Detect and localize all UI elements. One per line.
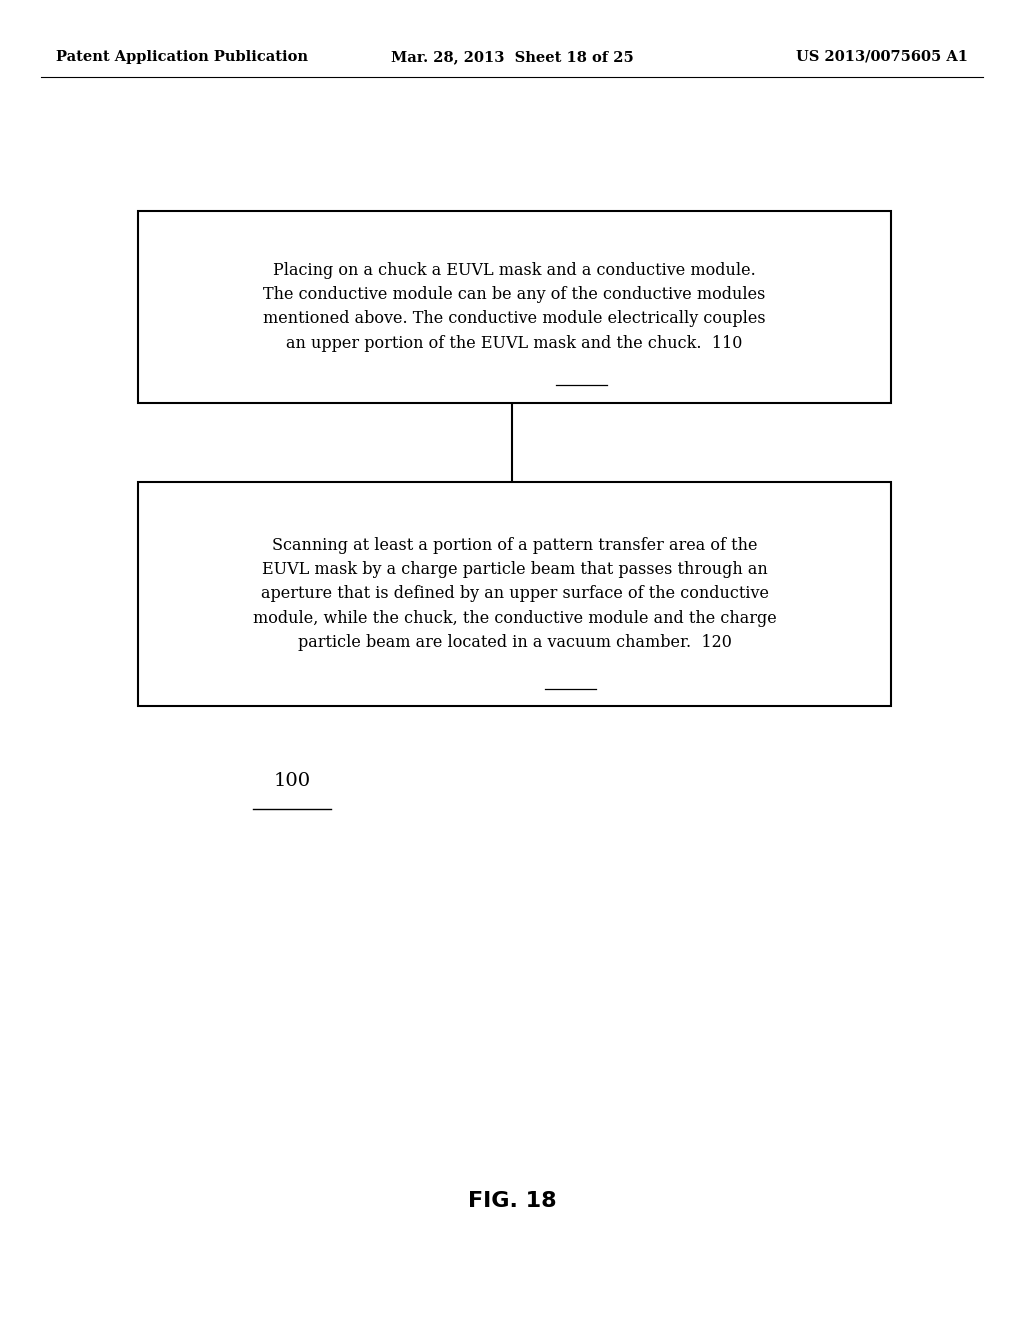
Text: FIG. 18: FIG. 18 bbox=[468, 1191, 556, 1210]
Text: Mar. 28, 2013  Sheet 18 of 25: Mar. 28, 2013 Sheet 18 of 25 bbox=[390, 50, 634, 63]
Text: Placing on a chuck a EUVL mask and a conductive module.
The conductive module ca: Placing on a chuck a EUVL mask and a con… bbox=[263, 263, 766, 351]
Bar bbox=[138, 211, 891, 403]
Bar bbox=[138, 482, 891, 706]
Text: 100: 100 bbox=[273, 772, 310, 791]
Text: Scanning at least a portion of a pattern transfer area of the
EUVL mask by a cha: Scanning at least a portion of a pattern… bbox=[253, 537, 776, 651]
Text: Patent Application Publication: Patent Application Publication bbox=[56, 50, 308, 63]
Text: US 2013/0075605 A1: US 2013/0075605 A1 bbox=[796, 50, 968, 63]
